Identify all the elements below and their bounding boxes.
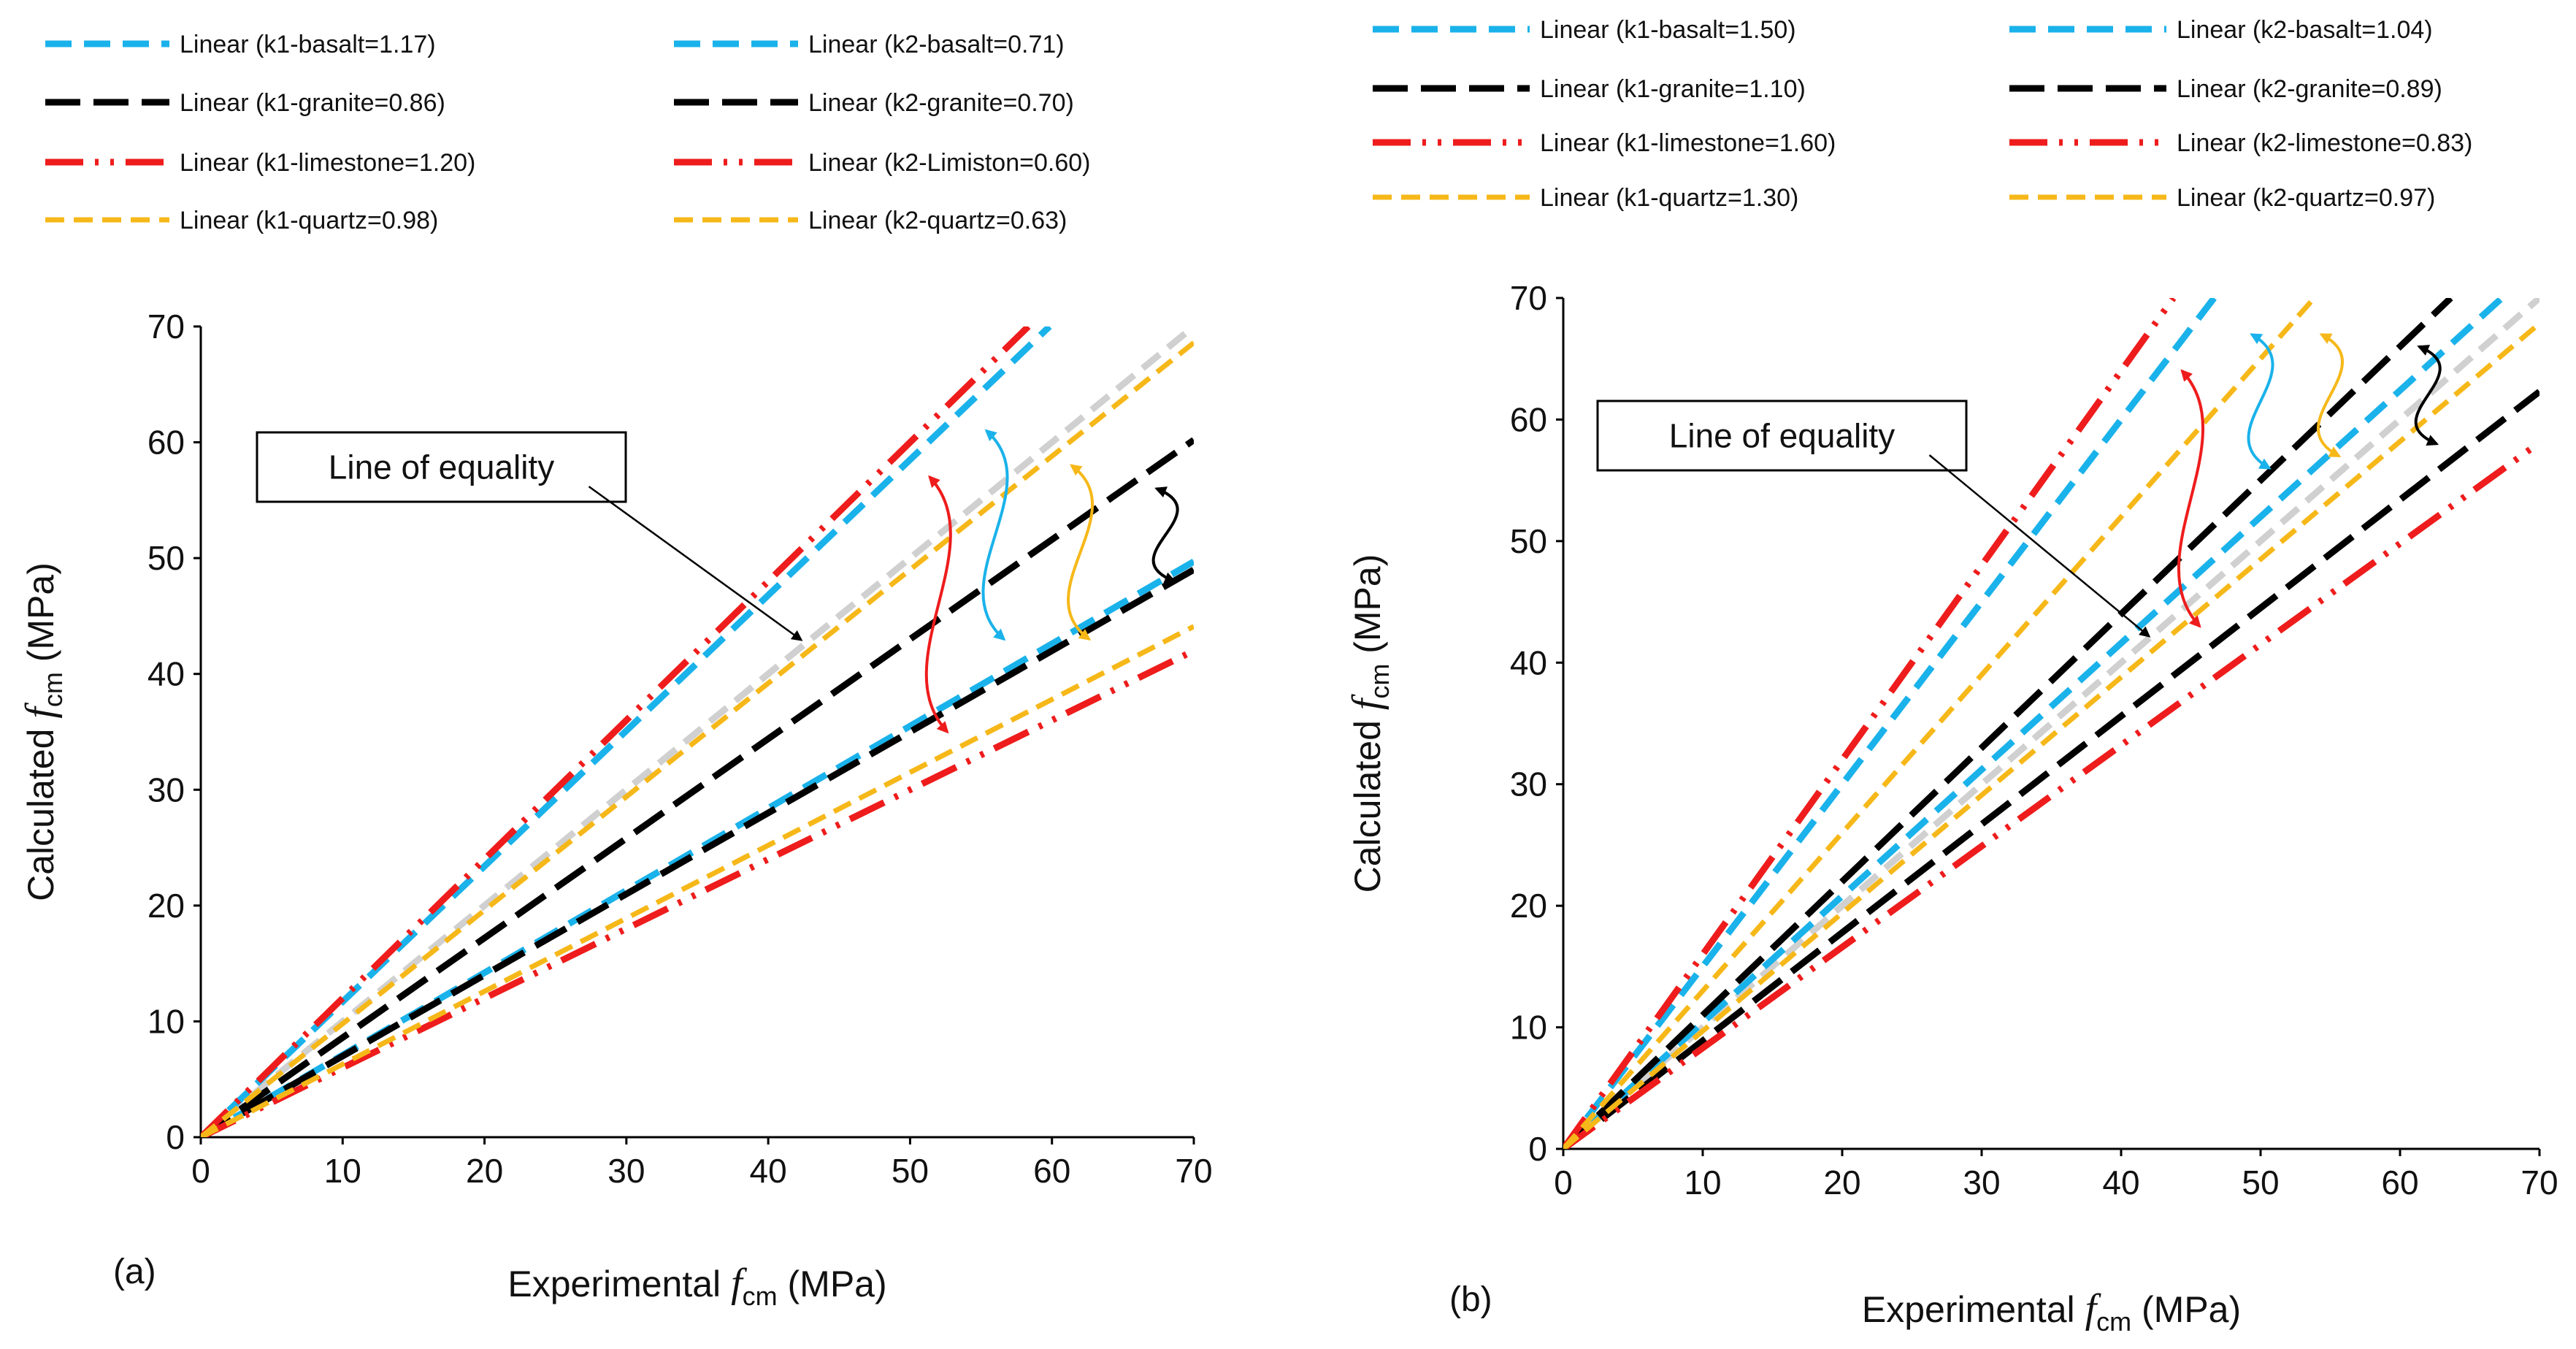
y-tick-label: 70: [147, 307, 185, 345]
series-line-limestone-k2: [201, 647, 1194, 1137]
x-axis-title-unit: (MPa): [778, 1264, 887, 1304]
x-axis-title-prefix: Experimental: [507, 1264, 731, 1304]
y-tick-label: 40: [1510, 643, 1547, 681]
legend-label: Linear (k2-basalt=1.04): [2177, 16, 2433, 44]
y-axis-title: Calculated fcm (MPa): [18, 562, 68, 901]
y-tick-label: 20: [1510, 887, 1547, 925]
y-axis-title-unit: (MPa): [1347, 554, 1388, 664]
x-tick-label: 50: [2242, 1163, 2279, 1201]
legend-label: Linear (k1-quartz=1.30): [1540, 184, 1798, 212]
series-line-quartz-k1: [201, 340, 1194, 1137]
callout-arrow: [1928, 454, 2151, 638]
series-line-basalt-k1: [1563, 298, 2217, 1149]
y-tick-label: 30: [1510, 765, 1547, 803]
y-tick-label: 20: [147, 887, 185, 925]
y-tick-label: 70: [1510, 279, 1547, 317]
legend-label: Linear (k2-granite=0.70): [808, 89, 1074, 117]
legend-label: Linear (k2-Limiston=0.60): [808, 149, 1090, 177]
y-tick-label: 30: [147, 771, 185, 809]
x-axis-title: Experimental fcm (MPa): [1862, 1286, 2241, 1337]
x-axis-title-sub: cm: [2096, 1307, 2131, 1337]
legend-label: Linear (k1-limestone=1.20): [180, 149, 475, 177]
series-line-granite-k2: [1563, 389, 2539, 1149]
legend-label: Linear (k1-granite=0.86): [180, 89, 445, 117]
y-axis-title: Calculated fcm (MPa): [1344, 554, 1395, 893]
x-tick-label: 30: [1963, 1163, 2000, 1201]
panel-label: (b): [1449, 1280, 1492, 1319]
y-tick-label: 50: [147, 539, 185, 577]
y-tick-label: 60: [1510, 400, 1547, 438]
series-line-granite-k2: [201, 567, 1194, 1137]
legend-label: Linear (k2-limestone=0.83): [2177, 129, 2472, 157]
callout-box: [256, 431, 627, 503]
x-tick-label: 0: [1554, 1163, 1573, 1201]
y-axis-title-prefix: Calculated: [1347, 710, 1388, 893]
legend-label: Linear (k1-basalt=1.17): [180, 31, 436, 58]
series-line-basalt-k2: [1563, 298, 2504, 1149]
y-axis-title-unit: (MPa): [20, 562, 61, 672]
legend-label: Linear (k2-quartz=0.97): [2177, 184, 2435, 212]
range-arrow-basalt: [981, 429, 1009, 641]
callout-box: [1596, 400, 1968, 472]
legend-label: Linear (k1-basalt=1.50): [1540, 16, 1796, 44]
y-axis-title-sub: cm: [38, 672, 68, 707]
legend-label: Linear (k1-limestone=1.60): [1540, 129, 1836, 157]
y-axis-title-prefix: Calculated: [20, 719, 61, 901]
range-arrow-quartz: [1067, 464, 1095, 641]
range-arrow-quartz: [2317, 333, 2344, 458]
series-line-limestone-k2: [1563, 440, 2539, 1149]
x-tick-label: 70: [2521, 1163, 2558, 1201]
range-arrow-limestone: [924, 475, 952, 734]
y-tick-label: 10: [147, 1002, 185, 1040]
equality-line: [1563, 298, 2539, 1149]
x-tick-label: 60: [1033, 1152, 1070, 1190]
series-line-granite-k1: [1563, 298, 2453, 1149]
series-line-quartz-k2: [201, 624, 1194, 1137]
x-tick-label: 30: [607, 1152, 645, 1190]
x-axis-title-prefix: Experimental: [1862, 1289, 2085, 1330]
x-tick-label: 0: [191, 1152, 210, 1190]
x-axis-title-unit: (MPa): [2131, 1289, 2241, 1330]
x-axis-title: Experimental fcm (MPa): [507, 1261, 886, 1311]
chart-panel-b: 0 10 20 30 40 50 60 70 0 10 20 30 40 50 60 70 Line of eq…: [1344, 16, 2558, 1337]
x-tick-label: 70: [1175, 1152, 1212, 1190]
callout-text: Line of equality: [329, 448, 554, 486]
y-tick-label: 10: [1510, 1009, 1547, 1047]
x-tick-label: 40: [750, 1152, 787, 1190]
callout-arrow: [588, 486, 803, 641]
range-arrow-granite: [1151, 486, 1179, 584]
range-arrow-granite: [2414, 345, 2442, 446]
x-tick-label: 50: [892, 1152, 929, 1190]
x-tick-label: 10: [324, 1152, 361, 1190]
legend-label: Linear (k2-quartz=0.63): [808, 207, 1067, 234]
series-line-granite-k1: [201, 437, 1194, 1137]
legend-label: Linear (k1-granite=1.10): [1540, 75, 1806, 103]
panel-label: (a): [113, 1253, 156, 1291]
x-tick-label: 40: [2102, 1163, 2139, 1201]
x-tick-label: 20: [466, 1152, 503, 1190]
chart-panel-a: 0 10 20 30 40 50 60 70 0 10 20 30 40 50 60 70 Line of eq…: [18, 31, 1213, 1311]
range-arrow-basalt: [2247, 333, 2274, 470]
series-line-limestone-k1: [1563, 298, 2177, 1149]
y-tick-label: 40: [147, 655, 185, 693]
series-line-limestone-k1: [201, 326, 1031, 1137]
y-tick-label: 0: [166, 1118, 185, 1156]
range-arrow-limestone: [2177, 369, 2204, 628]
y-tick-label: 50: [1510, 522, 1547, 560]
legend-label: Linear (k2-basalt=0.71): [808, 31, 1065, 58]
x-axis-title-sub: cm: [743, 1281, 778, 1311]
x-tick-label: 20: [1823, 1163, 1860, 1201]
y-tick-label: 0: [1528, 1130, 1547, 1168]
y-tick-label: 60: [147, 424, 185, 462]
legend-label: Linear (k1-quartz=0.98): [180, 207, 438, 234]
callout-text: Line of equality: [1669, 417, 1895, 455]
legend-label: Linear (k2-granite=0.89): [2177, 75, 2442, 103]
series-line-quartz-k2: [1563, 321, 2539, 1149]
x-tick-label: 10: [1684, 1163, 1721, 1201]
y-axis-title-sub: cm: [1365, 664, 1395, 699]
x-tick-label: 60: [2381, 1163, 2418, 1201]
